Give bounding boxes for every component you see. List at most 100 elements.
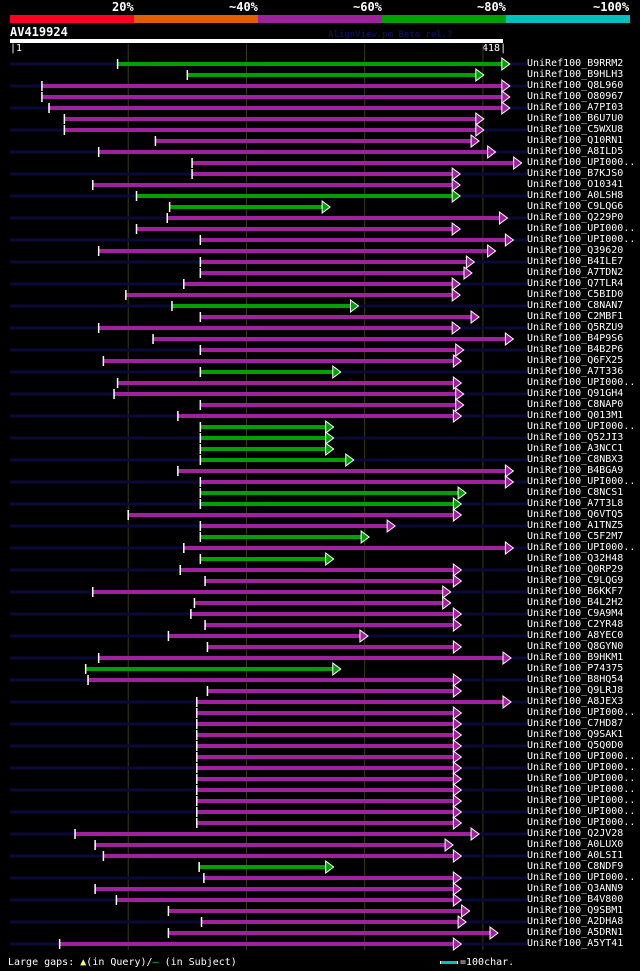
alignment-end-arrow-icon [452, 750, 463, 764]
alignment-bar [183, 546, 506, 550]
hit-label[interactable]: UniRef100_P74375 [527, 663, 624, 674]
hit-label[interactable]: UniRef100_UPI000.. [527, 806, 636, 817]
hit-label[interactable]: UniRef100_B4V800 [527, 894, 624, 905]
hit-label[interactable]: UniRef100_A7TDN2 [527, 267, 624, 278]
hit-label[interactable]: UniRef100_A8ILD5 [527, 146, 624, 157]
alignment-bar [200, 480, 506, 484]
legend-label-100: ~100% [593, 0, 630, 14]
alignment-bar [192, 172, 453, 176]
hit-label[interactable]: UniRef100_UPI000.. [527, 377, 636, 388]
hit-label[interactable]: UniRef100_A5YT41 [527, 938, 624, 949]
hit-label[interactable]: UniRef100_Q5Q0D0 [527, 740, 624, 751]
hit-label[interactable]: UniRef100_B9HLH3 [527, 69, 624, 80]
hit-label[interactable]: UniRef100_B8HQ54 [527, 674, 624, 685]
hit-label[interactable]: UniRef100_C8NAP0 [527, 399, 624, 410]
hit-label[interactable]: UniRef100_B9RRM2 [527, 58, 624, 69]
hit-label[interactable]: UniRef100_A5DRN1 [527, 927, 624, 938]
alignment-end-arrow-icon [452, 794, 463, 808]
hit-label[interactable]: UniRef100_C5BID0 [527, 289, 624, 300]
alignment-bar [98, 656, 503, 660]
alignment-bar [200, 436, 326, 440]
alignment-end-arrow-icon [359, 629, 369, 643]
hit-label[interactable]: UniRef100_Q9SAK1 [527, 729, 624, 740]
hit-label[interactable]: UniRef100_B9HKM1 [527, 652, 624, 663]
gap-legend-title: Large gaps: [8, 957, 75, 968]
hit-label[interactable]: UniRef100_UPI000.. [527, 817, 636, 828]
hit-label[interactable]: UniRef100_B4ILE7 [527, 256, 624, 267]
alignment-end-arrow-icon [498, 211, 509, 225]
hit-label[interactable]: UniRef100_UPI000.. [527, 795, 636, 806]
alignment-end-arrow-icon [452, 937, 463, 951]
hit-label[interactable]: UniRef100_C2MBF1 [527, 311, 624, 322]
hit-label[interactable]: UniRef100_A0LSI1 [527, 850, 624, 861]
hit-label[interactable]: UniRef100_A3NCC1 [527, 443, 624, 454]
hit-label[interactable]: UniRef100_B7KJS0 [527, 168, 624, 179]
hit-label[interactable]: UniRef100_UPI000.. [527, 784, 636, 795]
hit-label[interactable]: UniRef100_C9LQG6 [527, 201, 624, 212]
hit-label[interactable]: UniRef100_C9LQG9 [527, 575, 624, 586]
hit-label[interactable]: UniRef100_A7T3L8 [527, 498, 624, 509]
hit-label[interactable]: UniRef100_A1TNZ5 [527, 520, 624, 531]
hit-label[interactable]: UniRef100_A0LSH8 [527, 190, 624, 201]
hit-label[interactable]: UniRef100_O80967 [527, 91, 624, 102]
hit-label[interactable]: UniRef100_Q32H48 [527, 553, 624, 564]
hit-label[interactable]: UniRef100_UPI000.. [527, 762, 636, 773]
hit-label[interactable]: UniRef100_Q5RZU9 [527, 322, 624, 333]
hit-label[interactable]: UniRef100_UPI000.. [527, 707, 636, 718]
hit-label[interactable]: UniRef100_C5WXU8 [527, 124, 624, 135]
alignment-bar [168, 909, 462, 913]
hit-label[interactable]: UniRef100_B4P9S6 [527, 333, 624, 344]
hit-label[interactable]: UniRef100_B6U7U0 [527, 113, 624, 124]
hit-label[interactable]: UniRef100_UPI000.. [527, 157, 636, 168]
hit-label[interactable]: UniRef100_C7HD87 [527, 718, 624, 729]
hit-label[interactable]: UniRef100_UPI000.. [527, 223, 636, 234]
hit-label[interactable]: UniRef100_UPI000.. [527, 421, 636, 432]
hit-label[interactable]: UniRef100_A8JEX3 [527, 696, 624, 707]
hit-label[interactable]: UniRef100_Q7TLR4 [527, 278, 624, 289]
hit-label[interactable]: UniRef100_UPI000.. [527, 872, 636, 883]
hit-label[interactable]: UniRef100_C8NDF9 [527, 861, 624, 872]
hit-label[interactable]: UniRef100_C5F2M7 [527, 531, 624, 542]
hit-label[interactable]: UniRef100_A2DHA8 [527, 916, 624, 927]
hit-label[interactable]: UniRef100_Q91GH4 [527, 388, 624, 399]
hit-label[interactable]: UniRef100_Q9LRJ8 [527, 685, 624, 696]
alignment-bar [92, 590, 443, 594]
hit-label[interactable]: UniRef100_Q39620 [527, 245, 624, 256]
alignment-end-arrow-icon [457, 915, 467, 929]
hit-label[interactable]: UniRef100_Q0RP29 [527, 564, 624, 575]
hit-label[interactable]: UniRef100_O10341 [527, 179, 624, 190]
hit-label[interactable]: UniRef100_Q9SBM1 [527, 905, 624, 916]
hit-label[interactable]: UniRef100_B6KKF7 [527, 586, 624, 597]
hit-label[interactable]: UniRef100_Q013M1 [527, 410, 624, 421]
hit-label[interactable]: UniRef100_Q8L960 [527, 80, 624, 91]
hit-label[interactable]: UniRef100_C8NAN7 [527, 300, 624, 311]
alignment-end-arrow-icon [455, 398, 465, 412]
hit-label[interactable]: UniRef100_B4B2P6 [527, 344, 624, 355]
hit-label[interactable]: UniRef100_B4L2H2 [527, 597, 624, 608]
hit-label[interactable]: UniRef100_C9A9M4 [527, 608, 624, 619]
hit-label[interactable]: UniRef100_B4BGA9 [527, 465, 624, 476]
hit-label[interactable]: UniRef100_Q3ANN9 [527, 883, 624, 894]
hit-label[interactable]: UniRef100_A8YEC0 [527, 630, 624, 641]
hit-label[interactable]: UniRef100_UPI000.. [527, 542, 636, 553]
hit-label[interactable]: UniRef100_A7PI03 [527, 102, 624, 113]
alignment-end-arrow-icon [452, 376, 463, 390]
hit-label[interactable]: UniRef100_A0LUX0 [527, 839, 624, 850]
alignment-bar [200, 502, 454, 506]
hit-label[interactable]: UniRef100_UPI000.. [527, 234, 636, 245]
hit-label[interactable]: UniRef100_Q10RN1 [527, 135, 624, 146]
hit-label[interactable]: UniRef100_Q8GYN0 [527, 641, 624, 652]
hit-label[interactable]: UniRef100_UPI000.. [527, 751, 636, 762]
hit-label[interactable]: UniRef100_Q2JV28 [527, 828, 624, 839]
hit-label[interactable]: UniRef100_A7T336 [527, 366, 624, 377]
hit-label[interactable]: UniRef100_Q6FX25 [527, 355, 624, 366]
hit-label[interactable]: UniRef100_C2YR48 [527, 619, 624, 630]
hit-label[interactable]: UniRef100_C8NCS1 [527, 487, 624, 498]
hit-label[interactable]: UniRef100_Q229P0 [527, 212, 624, 223]
alignment-end-arrow-icon [452, 409, 463, 423]
hit-label[interactable]: UniRef100_Q52JI3 [527, 432, 624, 443]
hit-label[interactable]: UniRef100_C8NBX3 [527, 454, 624, 465]
hit-label[interactable]: UniRef100_UPI000.. [527, 773, 636, 784]
hit-label[interactable]: UniRef100_Q6VTQ5 [527, 509, 624, 520]
hit-label[interactable]: UniRef100_UPI000.. [527, 476, 636, 487]
